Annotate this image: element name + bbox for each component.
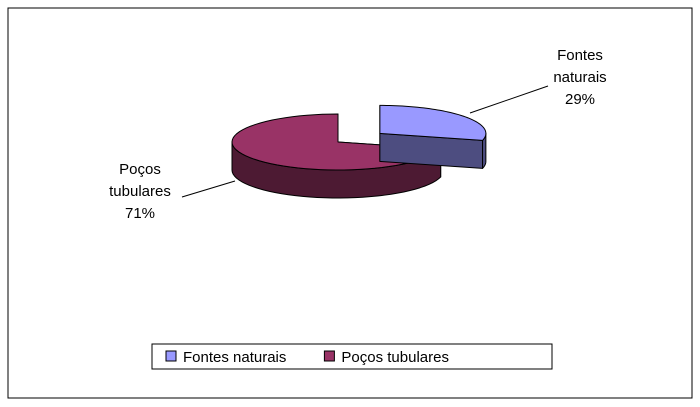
data-label-name: Poços tubulares bbox=[109, 161, 171, 200]
legend: Fontes naturais Poços tubulares bbox=[151, 343, 553, 370]
slice-top bbox=[379, 104, 487, 141]
legend-swatch bbox=[323, 350, 335, 362]
legend-swatch bbox=[165, 350, 177, 362]
data-label-value: 29% bbox=[565, 91, 595, 108]
legend-box bbox=[151, 343, 553, 370]
data-label-value: 71% bbox=[125, 205, 155, 222]
legend-label: Fontes naturais bbox=[183, 349, 286, 366]
chart-frame bbox=[7, 7, 693, 399]
leader-line bbox=[469, 85, 549, 114]
data-label-name: Fontes naturais bbox=[553, 47, 606, 86]
legend-label: Poços tubulares bbox=[341, 349, 449, 366]
pie-slice bbox=[379, 104, 487, 169]
leader-line bbox=[181, 180, 236, 198]
